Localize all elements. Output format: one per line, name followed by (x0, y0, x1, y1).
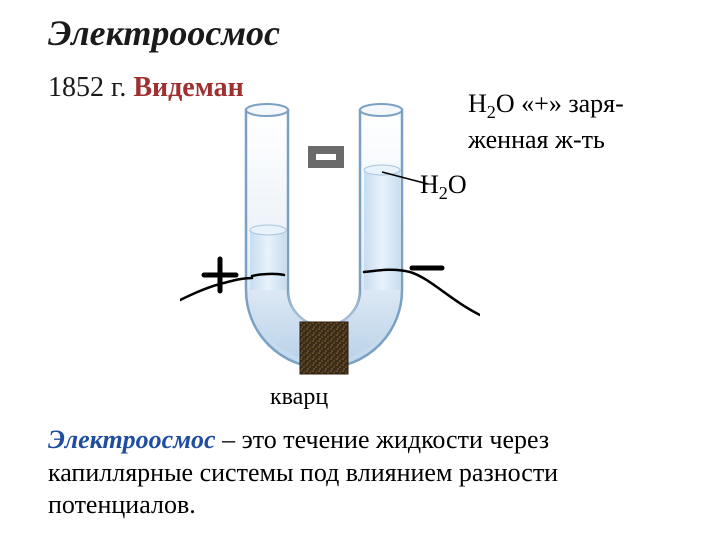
plus-electrode-icon (204, 259, 236, 291)
quartz-label: кварц (270, 384, 328, 411)
definition-term: Электроосмос (48, 425, 216, 454)
quartz-block (300, 322, 348, 374)
h2o-charged-text: Н2О «+» заря- женная ж-ть (468, 88, 624, 156)
h2o-charged-line2: женная ж-ть (468, 124, 624, 157)
subtitle-year: 1852 г. (48, 72, 126, 103)
electroosmosis-diagram (180, 100, 480, 400)
page-title: Электроосмос (48, 12, 280, 54)
subtitle-name: Видеман (133, 72, 243, 103)
definition-text: Электроосмос – это течение жидкости чере… (48, 424, 672, 522)
water-left (250, 230, 286, 290)
h2o-charged-line1: Н2О «+» заря- (468, 88, 624, 124)
